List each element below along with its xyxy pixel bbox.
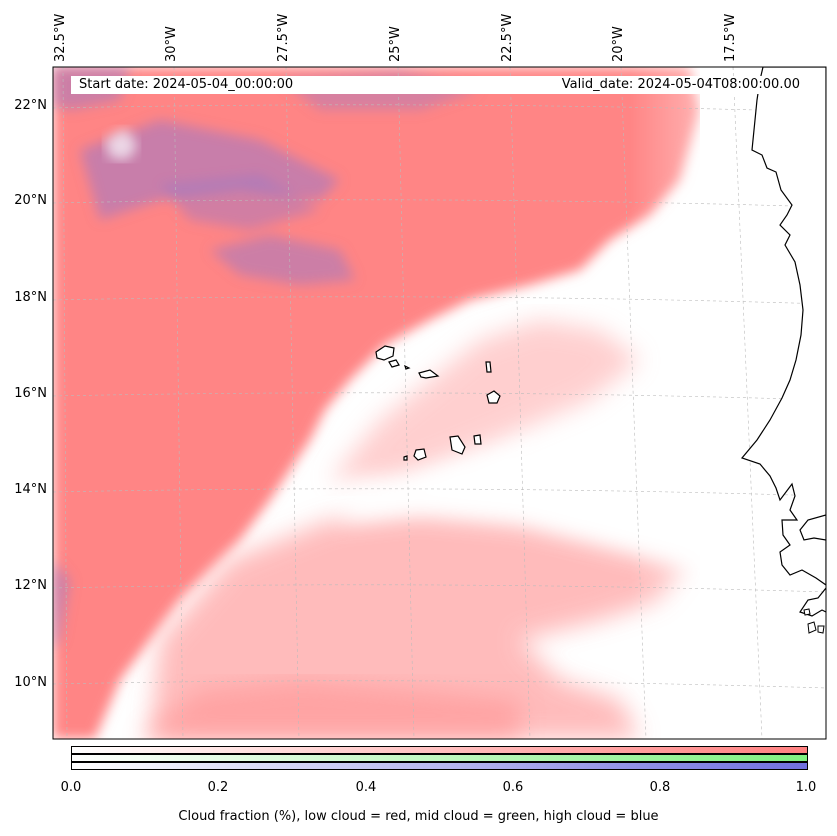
colorbar-tick-0: 0.0 xyxy=(60,780,82,795)
africa-coastline xyxy=(740,67,826,586)
colorbar-high-cloud xyxy=(71,762,808,770)
date-header: Start date: 2024-05-04_00:00:00 Valid_da… xyxy=(71,76,806,94)
africa-coast-south xyxy=(799,587,826,617)
lat-label-14n: 14°N xyxy=(14,482,47,497)
colorbar-tick-0-6: 0.6 xyxy=(502,780,524,795)
colorbar-low-cloud xyxy=(71,746,808,754)
lat-label-10n: 10°N xyxy=(14,675,47,690)
colorbar-tick-0-4: 0.4 xyxy=(355,780,377,795)
low-cloud-field xyxy=(53,67,700,739)
cape-verde-islands xyxy=(375,345,501,461)
lon-label-25w: 25°W xyxy=(388,26,403,62)
map-frame xyxy=(52,66,827,740)
lon-label-22-5w: 22.5°W xyxy=(500,13,515,62)
coastline-north-inset xyxy=(799,514,826,541)
lon-label-32-5w: 32.5°W xyxy=(53,13,68,62)
colorbar-mid-cloud xyxy=(71,754,808,762)
lat-label-20n: 20°N xyxy=(14,193,47,208)
low-cloud-fade-sw xyxy=(140,680,520,739)
lon-label-17-5w: 17.5°W xyxy=(723,13,738,62)
colorbar-tick-0-2: 0.2 xyxy=(207,780,229,795)
start-date-text: Start date: 2024-05-04_00:00:00 xyxy=(79,77,294,92)
colorbar-tick-0-8: 0.8 xyxy=(649,780,671,795)
high-cloud-white xyxy=(105,128,138,160)
cloud-fraction-map xyxy=(52,66,827,740)
lat-label-12n: 12°N xyxy=(14,578,47,593)
graticule xyxy=(53,67,826,739)
lat-label-16n: 16°N xyxy=(14,386,47,401)
valid-date-text: Valid_date: 2024-05-04T08:00:00.00 xyxy=(561,77,800,92)
low-cloud-thin-mid xyxy=(330,320,640,480)
colorbar-tick-1-0: 1.0 xyxy=(795,780,817,795)
bijagos-islands xyxy=(803,608,825,634)
lat-label-22n: 22°N xyxy=(14,98,47,113)
colorbar-label: Cloud fraction (%), low cloud = red, mid… xyxy=(178,809,659,824)
lon-label-20w: 20°W xyxy=(611,26,626,62)
lat-label-18n: 18°N xyxy=(14,290,47,305)
lon-label-27-5w: 27.5°W xyxy=(276,13,291,62)
lon-label-30w: 30°W xyxy=(164,26,179,62)
